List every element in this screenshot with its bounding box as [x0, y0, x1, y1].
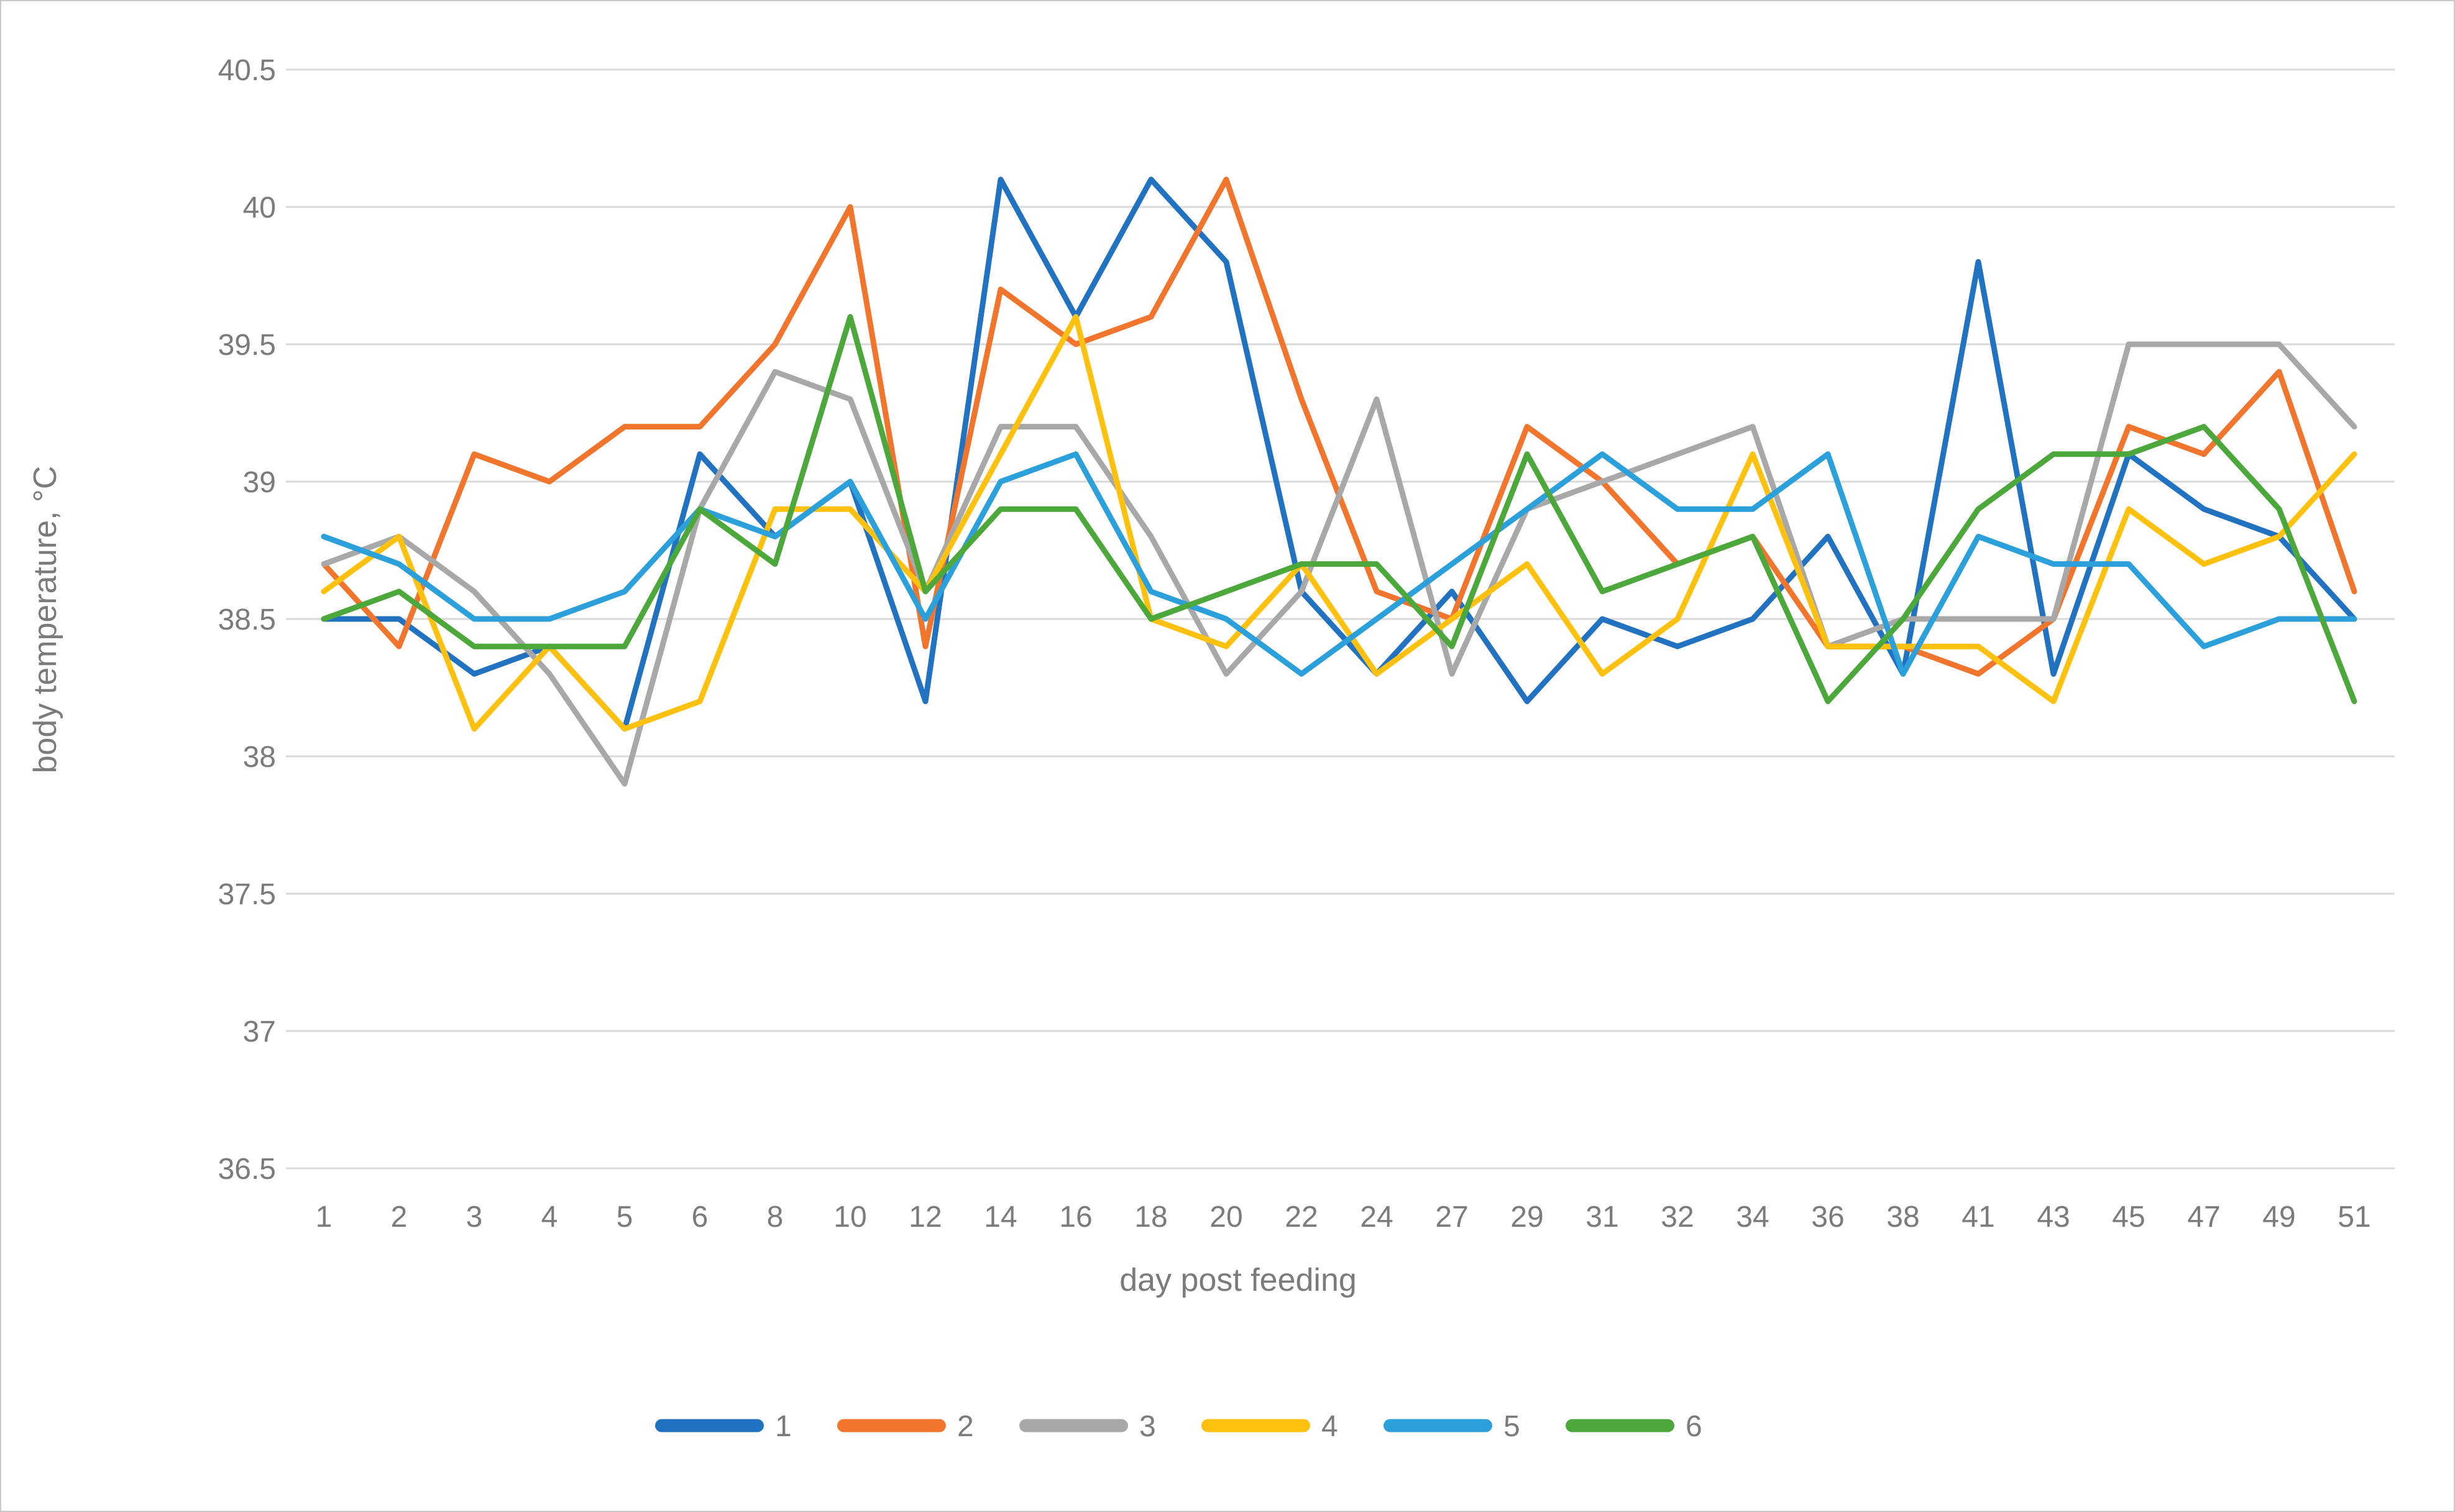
x-tick-label: 8 [767, 1201, 784, 1234]
legend-swatch-6 [1566, 1419, 1674, 1432]
x-tick-label: 29 [1510, 1201, 1543, 1234]
y-axis-tick-labels: 36.5 37 37.5 38 38.5 39 39.5 40 40.5 [218, 54, 276, 1186]
x-tick-label: 49 [2262, 1201, 2295, 1234]
y-tick-label: 39 [243, 466, 276, 499]
series-line-2 [321, 176, 2357, 677]
x-tick-label: 36 [1811, 1201, 1844, 1234]
data-series-lines [321, 176, 2357, 787]
series-line-5 [321, 451, 2357, 677]
x-axis-tick-labels: 1 2 3 4 5 6 8 10 12 14 16 18 20 22 24 27 29 31 32 34 36 38 41 4… [316, 1201, 2371, 1234]
legend-item-6: 6 [1566, 1410, 1702, 1443]
x-tick-label: 12 [909, 1201, 942, 1234]
legend-label-6: 6 [1686, 1410, 1702, 1443]
series-line-3 [321, 341, 2357, 787]
series-line-6 [321, 314, 2357, 705]
x-tick-label: 16 [1059, 1201, 1092, 1234]
y-tick-label: 39.5 [218, 329, 276, 362]
x-axis-title: day post feeding [1119, 1262, 1357, 1298]
legend-label-2: 2 [957, 1410, 974, 1443]
y-tick-label: 40 [243, 191, 276, 224]
legend-label-1: 1 [775, 1410, 792, 1443]
x-tick-label: 45 [2112, 1201, 2145, 1234]
x-tick-label: 34 [1736, 1201, 1769, 1234]
y-tick-label: 37.5 [218, 878, 276, 911]
x-tick-label: 47 [2187, 1201, 2220, 1234]
x-tick-label: 4 [541, 1201, 558, 1234]
legend-item-3: 3 [1019, 1410, 1156, 1443]
x-tick-label: 6 [692, 1201, 709, 1234]
legend-swatch-1 [655, 1419, 764, 1432]
x-tick-label: 22 [1285, 1201, 1318, 1234]
y-tick-label: 38.5 [218, 603, 276, 636]
x-tick-label: 38 [1886, 1201, 1919, 1234]
legend-swatch-3 [1019, 1419, 1128, 1432]
legend-label-3: 3 [1139, 1410, 1156, 1443]
x-tick-label: 51 [2338, 1201, 2370, 1234]
x-tick-label: 24 [1360, 1201, 1393, 1234]
x-tick-label: 31 [1585, 1201, 1618, 1234]
legend-label-4: 4 [1321, 1410, 1338, 1443]
series-line-1 [321, 176, 2357, 732]
x-tick-label: 10 [833, 1201, 866, 1234]
x-tick-label: 32 [1661, 1201, 1694, 1234]
y-tick-label: 36.5 [218, 1153, 276, 1186]
legend-swatch-2 [837, 1419, 946, 1432]
legend-item-1: 1 [655, 1410, 792, 1443]
legend-item-5: 5 [1384, 1410, 1520, 1443]
x-tick-label: 43 [2037, 1201, 2070, 1234]
legend-label-5: 5 [1503, 1410, 1520, 1443]
series-line-4 [321, 314, 2357, 732]
x-tick-label: 20 [1209, 1201, 1242, 1234]
x-tick-label: 2 [391, 1201, 408, 1234]
x-tick-label: 27 [1435, 1201, 1468, 1234]
y-tick-label: 37 [243, 1015, 276, 1048]
x-tick-label: 1 [316, 1201, 333, 1234]
y-axis-title: body temperature, °C [27, 466, 63, 774]
x-tick-label: 5 [617, 1201, 633, 1234]
legend-item-2: 2 [837, 1410, 974, 1443]
legend-item-4: 4 [1201, 1410, 1338, 1443]
x-tick-label: 3 [466, 1201, 483, 1234]
y-tick-label: 38 [243, 741, 276, 774]
y-tick-label: 40.5 [218, 54, 276, 87]
x-tick-label: 14 [984, 1201, 1017, 1234]
x-tick-label: 41 [1962, 1201, 1994, 1234]
legend-swatch-5 [1384, 1419, 1492, 1432]
legend-swatch-4 [1201, 1419, 1310, 1432]
x-tick-label: 18 [1134, 1201, 1167, 1234]
legend: 1 2 3 4 5 6 [655, 1410, 1702, 1443]
